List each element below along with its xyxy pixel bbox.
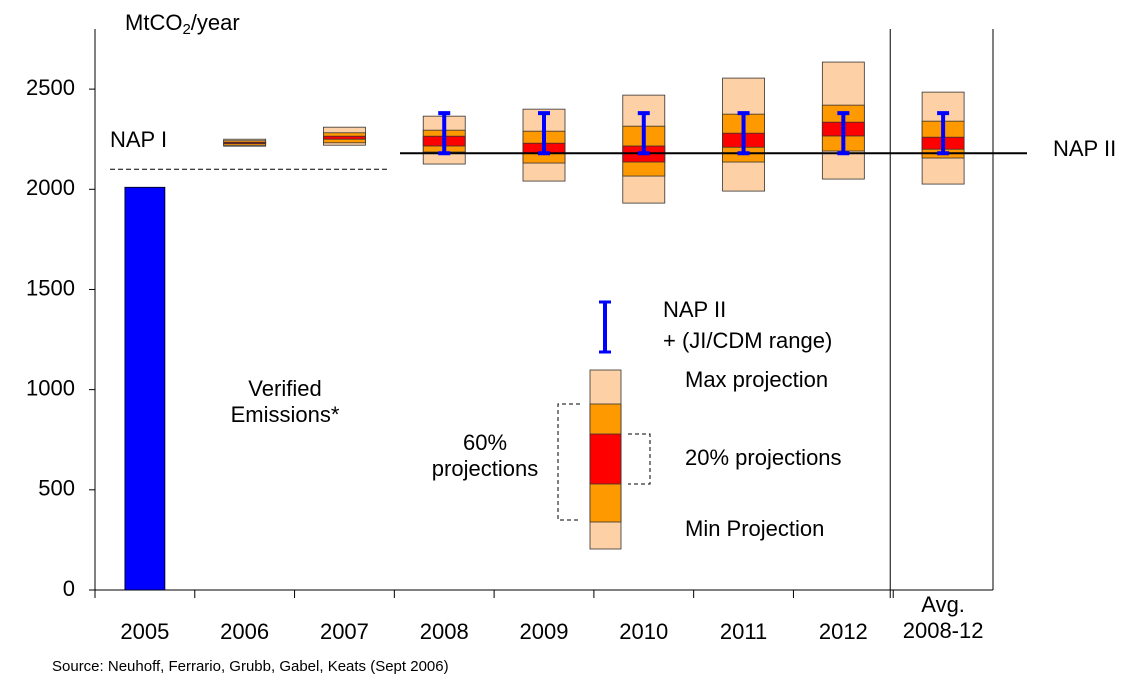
range-bar <box>538 111 550 156</box>
bar <box>124 186 166 591</box>
y-tick-label: 1500 <box>26 275 75 300</box>
range-bar <box>737 111 750 156</box>
x-tick-label: 2008 <box>419 619 469 644</box>
x-tick-label: 2009 <box>519 619 569 644</box>
x-tick-label: 2012 <box>818 619 868 644</box>
legend-range-title: NAP II <box>663 297 726 322</box>
range-bar <box>937 111 950 156</box>
legend-p60: 60% projections <box>431 430 539 481</box>
source: Source: Neuhoff, Ferrario, Grubb, Gabel,… <box>52 658 449 675</box>
verified-label: Verified Emissions* <box>230 376 340 427</box>
x-tick-label: 2007 <box>319 619 369 644</box>
range-bar <box>837 111 850 156</box>
y-axis-label: MtCO2/year <box>125 10 240 38</box>
x-tick-label: 2011 <box>719 619 768 644</box>
range-bar <box>637 111 650 156</box>
y-tick-label: 2000 <box>26 175 75 200</box>
x-tick-label: Avg. 2008-12 <box>902 592 984 643</box>
legend-max: Max projection <box>685 367 828 392</box>
y-tick-label: 2500 <box>26 75 75 100</box>
x-tick-label: 2005 <box>120 619 170 644</box>
legend-min: Min Projection <box>685 516 824 541</box>
y-tick-label: 500 <box>38 476 75 501</box>
x-tick-label: 2006 <box>220 619 270 644</box>
x-tick-label: 2010 <box>619 619 669 644</box>
projection-20 <box>323 135 366 140</box>
nap2-label: NAP II <box>1053 136 1116 161</box>
legend-range-sub: + (JI/CDM range) <box>663 328 832 353</box>
y-tick-label: 0 <box>63 576 75 601</box>
projection-20 <box>223 142 267 145</box>
y-tick-label: 1000 <box>26 375 75 400</box>
nap1-label: NAP I <box>110 127 167 152</box>
range-bar <box>438 111 451 156</box>
legend-sample <box>557 300 651 550</box>
legend-p20: 20% projections <box>685 445 842 470</box>
